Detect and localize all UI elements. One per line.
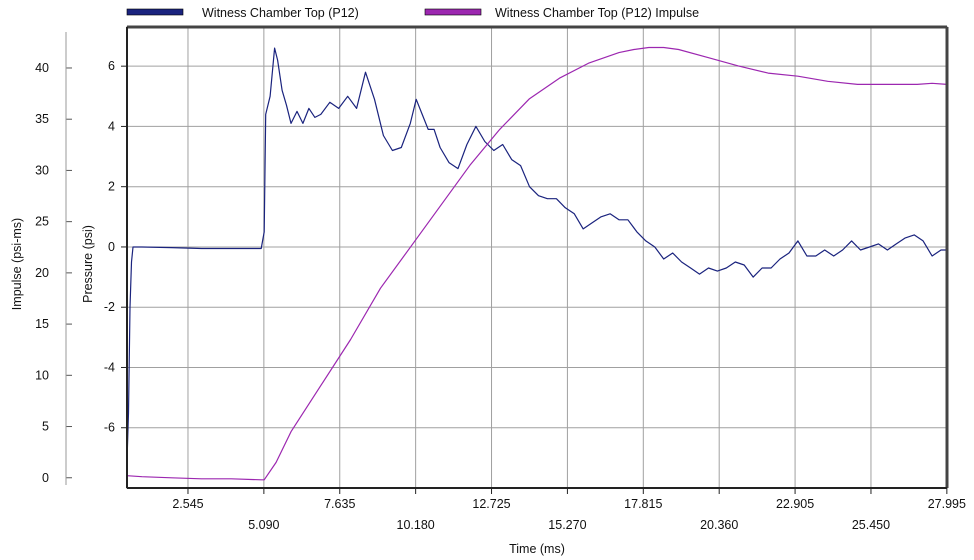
x-tick-label: 22.905 bbox=[776, 497, 814, 511]
pressure-tick-label: 4 bbox=[108, 119, 115, 133]
pressure-tick-label: 2 bbox=[108, 180, 115, 194]
impulse-tick-label: 20 bbox=[35, 266, 49, 280]
axes: 2.545 5.090 7.635 10.180 12.725 15.270 17.815 2… bbox=[35, 59, 966, 532]
x-tick-label: 25.450 bbox=[852, 518, 890, 532]
impulse-tick-label: 5 bbox=[42, 420, 49, 434]
series-line-pressure bbox=[126, 47, 947, 461]
series-line-impulse bbox=[126, 46, 948, 481]
y-axis-title-pressure: Pressure (psi) bbox=[81, 225, 95, 303]
impulse-tick-label: 0 bbox=[42, 471, 49, 485]
y-axis-title-impulse: Impulse (psi-ms) bbox=[10, 218, 24, 310]
impulse-tick-label: 40 bbox=[35, 61, 49, 75]
impulse-tick-label: 15 bbox=[35, 317, 49, 331]
x-tick-label: 7.635 bbox=[324, 497, 355, 511]
x-tick-label: 12.725 bbox=[472, 497, 510, 511]
x-tick-label: 10.180 bbox=[397, 518, 435, 532]
impulse-tick-label: 35 bbox=[35, 112, 49, 126]
x-tick-label: 15.270 bbox=[548, 518, 586, 532]
legend-swatch-pressure bbox=[126, 8, 184, 16]
x-tick-label: 17.815 bbox=[624, 497, 662, 511]
legend-label-impulse: Witness Chamber Top (P12) Impulse bbox=[495, 6, 699, 20]
pressure-tick-label: 6 bbox=[108, 59, 115, 73]
pressure-tick-label: 0 bbox=[108, 240, 115, 254]
pressure-tick-label: -4 bbox=[104, 360, 115, 374]
pressure-tick-label: -6 bbox=[104, 421, 115, 435]
legend-label-pressure: Witness Chamber Top (P12) bbox=[202, 6, 359, 20]
impulse-tick-label: 25 bbox=[35, 215, 49, 229]
plot-area bbox=[127, 27, 947, 488]
legend: Witness Chamber Top (P12) Witness Chambe… bbox=[126, 6, 699, 20]
x-tick-label: 20.360 bbox=[700, 518, 738, 532]
x-tick-label: 2.545 bbox=[172, 497, 203, 511]
legend-swatch-impulse bbox=[424, 8, 482, 16]
x-axis-title: Time (ms) bbox=[509, 542, 565, 556]
impulse-tick-label: 30 bbox=[35, 163, 49, 177]
x-tick-label: 27.995 bbox=[928, 497, 966, 511]
x-tick-label: 5.090 bbox=[248, 518, 279, 532]
series-layer bbox=[126, 46, 948, 481]
impulse-tick-label: 10 bbox=[35, 368, 49, 382]
pressure-tick-label: -2 bbox=[104, 300, 115, 314]
